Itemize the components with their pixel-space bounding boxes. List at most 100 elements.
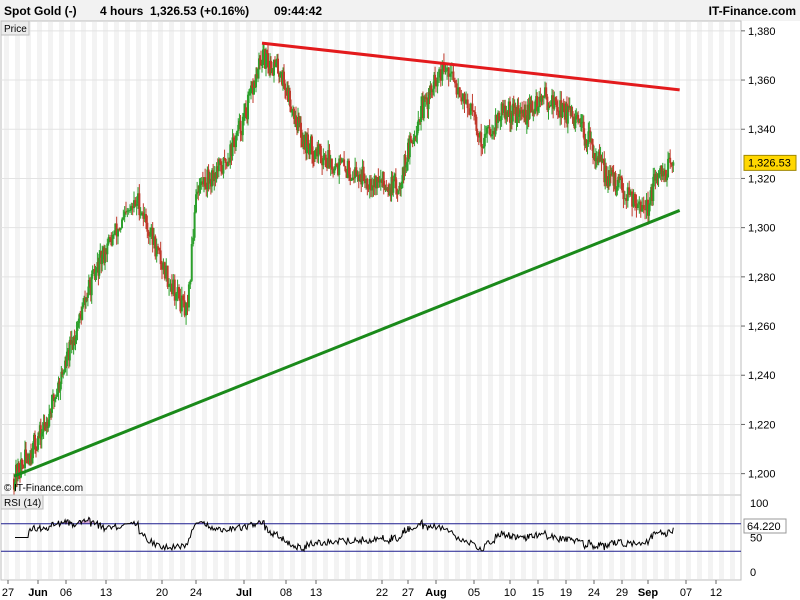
stripe (543, 22, 548, 494)
candle-body (212, 170, 215, 182)
last-price-marker (743, 154, 797, 171)
candle-body (316, 148, 319, 157)
candle-body (525, 120, 528, 125)
candle-body (616, 187, 619, 191)
candle-body (376, 177, 379, 189)
candle-body (190, 244, 193, 281)
candle-body (455, 83, 458, 95)
stripe (125, 496, 130, 579)
candle-body (548, 105, 551, 107)
candle-body (54, 396, 57, 399)
candle-body (149, 235, 151, 237)
stripe (719, 22, 724, 494)
watermark: © IT-Finance.com (4, 483, 83, 494)
candle-body (401, 167, 404, 183)
candle-body (301, 137, 303, 145)
candle-body (425, 97, 428, 100)
last-price-value: 1,326.53 (748, 157, 791, 169)
candle-body (354, 167, 357, 178)
stripe (609, 496, 614, 579)
candle-body (251, 85, 253, 88)
candle-body (626, 187, 629, 201)
candle-body (85, 297, 87, 303)
candle-body (352, 177, 355, 179)
candle-body (473, 110, 475, 113)
stripe (334, 22, 339, 494)
candle-body (319, 145, 322, 164)
candle-body (14, 482, 16, 490)
x-tick-label: Jun (28, 587, 48, 599)
candle-body (432, 88, 435, 93)
candle-body (363, 180, 366, 184)
candle-body (37, 436, 39, 450)
stripe (389, 22, 394, 494)
candle-body (127, 210, 130, 212)
candle-body (135, 203, 138, 206)
stripe (488, 496, 493, 579)
candle-body (47, 426, 50, 428)
candle-body (238, 120, 241, 125)
candle-body (20, 459, 22, 478)
candle-body (654, 173, 657, 181)
candle-body (270, 60, 272, 73)
candle-body (493, 130, 496, 135)
stripe (147, 496, 152, 579)
candle-body (461, 93, 464, 102)
stripe (136, 22, 141, 494)
candle-body (111, 234, 114, 246)
candle-body (579, 122, 582, 124)
stripe (356, 496, 361, 579)
candle-body (146, 222, 149, 232)
candle-body (261, 64, 263, 66)
candle-body (237, 124, 240, 131)
support-trendline (13, 209, 681, 478)
stripe (114, 496, 119, 579)
stripe (312, 496, 317, 579)
rsi-tab[interactable] (0, 494, 44, 510)
candle-body (249, 93, 251, 95)
candle-body (40, 433, 43, 440)
candle-body (228, 161, 231, 163)
candle-body (420, 106, 423, 122)
candle-body (549, 104, 552, 107)
stripe (466, 496, 471, 579)
candle-body (88, 279, 91, 282)
stripe (576, 22, 581, 494)
candle-body (265, 50, 267, 69)
stripe (719, 496, 724, 579)
candle-body (257, 68, 259, 75)
candle-body (262, 49, 264, 65)
candle-body (129, 210, 131, 212)
stripe (301, 22, 306, 494)
candle-body (471, 103, 474, 111)
candle-body (382, 172, 385, 187)
x-tick-label: 27 (402, 587, 414, 599)
candle-body (337, 164, 339, 175)
candle-body (273, 59, 275, 76)
candle-body (215, 166, 218, 180)
instrument-name: Spot Gold (-) (4, 4, 77, 18)
price-tab[interactable] (0, 20, 30, 36)
candle-body (298, 116, 300, 124)
candle-body (346, 160, 349, 178)
stripe (81, 22, 86, 494)
candle-body (172, 279, 175, 295)
candle-body (258, 58, 260, 69)
candle-body (175, 293, 178, 301)
candle-body (118, 228, 121, 230)
candle-body (295, 115, 297, 125)
stripe (92, 22, 97, 494)
candle-body (121, 219, 123, 228)
stripe (532, 22, 537, 494)
candle-body (457, 87, 460, 95)
candle-body (561, 103, 564, 118)
candle-body (217, 159, 220, 172)
candle-body (449, 73, 452, 77)
candle-body (355, 167, 358, 176)
candle-body (290, 106, 292, 113)
stripe (268, 496, 273, 579)
candle-body (53, 398, 56, 402)
candle-body (63, 372, 66, 374)
candle-body (113, 234, 115, 236)
candle-body (566, 105, 569, 124)
